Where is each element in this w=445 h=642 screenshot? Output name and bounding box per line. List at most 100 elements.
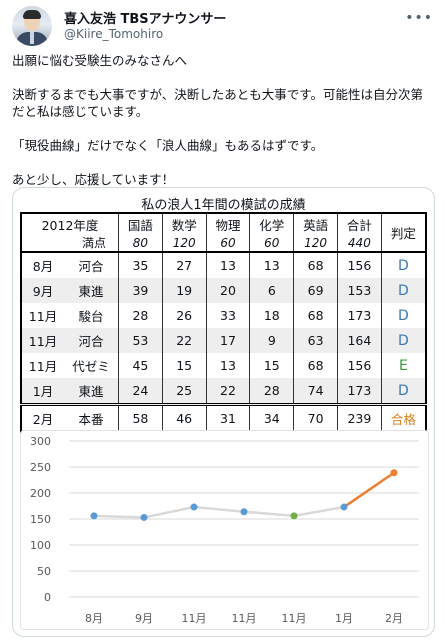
total-cell: 156 [336,353,382,378]
score-cell: 20 [205,278,251,303]
score-cell: 58 [118,403,163,432]
score-cell: 18 [249,303,295,328]
max-score: 440 [336,234,382,252]
score-cell: 9 [249,328,295,353]
data-point [190,503,198,511]
column-header: 合計 [336,213,382,234]
score-cell: 28 [118,303,163,328]
x-tick-label: 11月 [232,612,257,625]
row-org: 東進 [64,278,119,303]
column-header: 国語 [118,213,163,234]
y-tick-label: 0 [44,591,51,604]
x-tick-label: 2月 [385,612,403,625]
score-cell: 45 [118,353,163,378]
y-tick-label: 100 [30,539,51,552]
score-cell: 22 [205,378,251,405]
data-point [140,513,148,521]
final-segment-line [343,471,395,509]
table-row: 11月 河合 53 22 17 9 63 164 D [20,328,427,353]
score-cell: 13 [205,353,251,378]
row-month: 11月 [20,353,64,378]
score-cell: 13 [249,251,295,278]
display-name[interactable]: 喜入友浩 TBSアナウンサー [64,12,227,27]
tweet-paragraph: 「現役曲線」だけでなく「浪人曲線」もあるはずです。 [12,138,324,153]
score-cell: 28 [249,378,295,405]
tweet-header: 喜入友浩 TBSアナウンサー @Kiire_Tomohiro ••• [12,6,433,46]
score-cell: 27 [161,251,207,278]
score-cell: 74 [293,378,338,405]
score-cell: 35 [118,251,163,278]
total-cell: 173 [336,303,382,328]
row-org: 駿台 [64,303,119,328]
score-cell: 13 [205,251,251,278]
column-header: 英語 [293,213,338,234]
y-tick-label: 200 [30,487,51,500]
score-cell: 68 [293,251,338,278]
column-header: 物理 [205,213,251,234]
score-cell: 15 [161,353,207,378]
max-score: 60 [249,234,295,252]
score-cell: 46 [161,403,207,432]
judgement-cell: D [380,251,427,278]
column-header: 判定 [380,213,427,252]
score-cell: 53 [118,328,163,353]
series-line [93,505,345,519]
max-score: 120 [293,234,338,252]
x-tick-label: 1月 [335,612,353,625]
y-tick-label: 300 [30,435,51,448]
y-tick-label: 150 [30,513,51,526]
user-handle[interactable]: @Kiire_Tomohiro [64,27,164,41]
row-month: 2月 [20,403,64,432]
judgement-cell: D [380,328,427,353]
column-header: 化学 [249,213,295,234]
row-month: 1月 [20,378,64,405]
y-tick-label: 50 [37,565,51,578]
max-score-row: 満点 80 120 60 60 120 440 [20,234,426,252]
tweet-paragraph: 決断するまでも大事ですが、決断したあとも大事です。可能性は自分次第だと私は感じて… [12,87,424,119]
ellipsis-icon[interactable]: ••• [405,10,433,26]
score-cell: 68 [293,303,338,328]
tweet-paragraph: 出願に悩む受験生のみなさんへ [12,53,188,68]
score-cell: 24 [118,378,163,405]
avatar[interactable] [12,6,52,46]
corner-year: 2012年度 [20,213,119,234]
table-row: 9月 東進 39 19 20 6 69 153 D [20,278,427,303]
row-org: 東進 [64,378,119,405]
x-tick-label: 8月 [85,612,103,625]
data-point [290,512,298,520]
total-cell: 164 [336,328,382,353]
x-tick-label: 9月 [135,612,153,625]
x-tick-label: 11月 [182,612,207,625]
score-cell: 6 [249,278,295,303]
total-cell: 156 [336,251,382,278]
score-cell: 69 [293,278,338,303]
table-row: 8月 河合 35 27 13 13 68 156 D [20,251,427,278]
table-header-row: 2012年度 国語 数学 物理 化学 英語 合計 判定 [20,213,427,252]
max-score: 60 [205,234,251,252]
score-cell: 34 [249,403,295,432]
row-org: 河合 [64,251,119,278]
max-score: 80 [118,234,163,252]
data-point [90,512,98,520]
score-cell: 19 [161,278,207,303]
judgement-cell: D [380,278,427,303]
total-cell: 239 [336,403,382,432]
data-point [390,469,398,477]
table-title: 私の浪人1年間の模試の成績 [141,198,306,213]
score-cell: 63 [293,328,338,353]
score-cell: 70 [293,403,338,432]
table-row: 11月 代ゼミ 45 15 13 15 68 156 E [20,353,427,378]
attached-image[interactable]: 私の浪人1年間の模試の成績 2012年度 国語 数学 物理 化学 英語 合計 判… [12,187,435,637]
score-table: 2012年度 国語 数学 物理 化学 英語 合計 判定 満点 80 120 60… [20,212,427,433]
total-cell: 153 [336,278,382,303]
row-org: 本番 [64,403,119,432]
judgement-cell: E [380,353,427,378]
x-tick-label: 11月 [282,612,307,625]
row-month: 9月 [20,278,64,303]
score-chart: 0 50 100 150 200 250 300 8月 9月 11月 11月 11月 1月 2月 [20,430,429,630]
score-cell: 33 [205,303,251,328]
total-cell: 173 [336,378,382,405]
score-cell: 15 [249,353,295,378]
table-row: 11月 駿台 28 26 33 18 68 173 D [20,303,427,328]
score-cell: 17 [205,328,251,353]
